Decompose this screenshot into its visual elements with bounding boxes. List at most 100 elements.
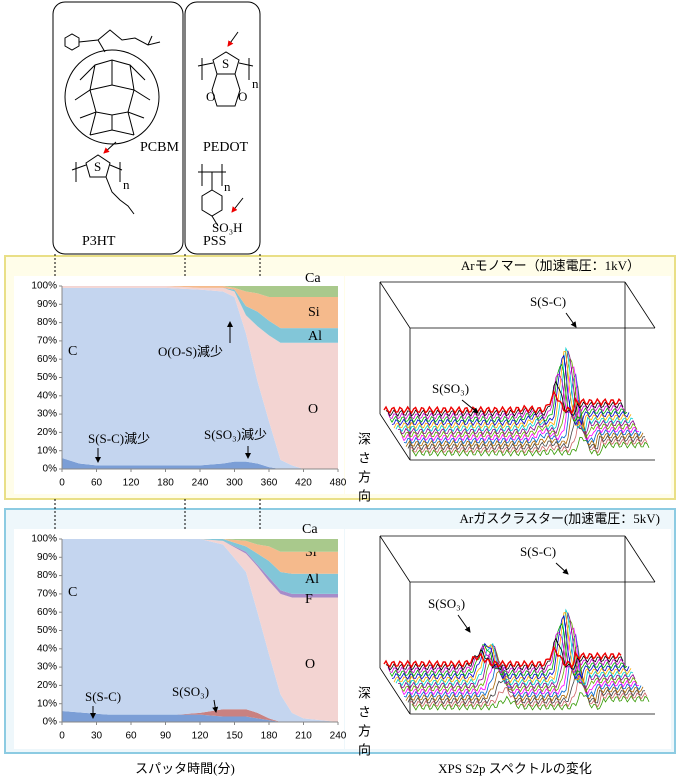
spectrum-trace [398, 612, 636, 690]
spectrum-trace [401, 366, 640, 442]
y-tick-label: 10% [37, 445, 57, 456]
y-tick-label: 20% [37, 427, 57, 438]
annotation: S(S-C)減少 [88, 431, 150, 446]
repeat-n: n [123, 177, 130, 192]
x-tick-label: 180 [157, 478, 174, 489]
spectrum-trace [411, 692, 650, 711]
y-tick-label: 70% [37, 336, 57, 347]
spectrum-trace [389, 363, 628, 424]
y-tick-label: 50% [37, 625, 57, 636]
spectrum [379, 535, 656, 715]
y-tick-label: 0% [43, 464, 58, 475]
x-tick-label: 0 [59, 731, 65, 742]
guides [54, 254, 261, 529]
spectrum-trace [409, 415, 648, 454]
area [62, 458, 338, 469]
spectrum-trace [393, 612, 632, 684]
area [62, 539, 338, 594]
y-tick-label: 80% [37, 570, 57, 581]
y-tick-label: 100% [31, 534, 57, 545]
x-tick-label: 480 [330, 478, 347, 489]
structures [52, 1, 261, 255]
label-pedot: PEDOT [203, 140, 249, 155]
x-tick-label: 120 [123, 478, 140, 489]
spectrum-trace [409, 673, 648, 708]
atom-o: O [238, 89, 247, 104]
y-tick-label: 30% [37, 662, 57, 673]
spectrum-trace [391, 614, 630, 681]
repeat-n: n [224, 179, 231, 194]
spectrum-label: S(SO₃) [428, 596, 465, 611]
spectrum [379, 281, 656, 461]
y-tick-label: 30% [37, 409, 57, 420]
area [62, 286, 338, 343]
label-pcbm: PCBM [140, 140, 179, 155]
area [62, 286, 338, 469]
annotation-arrow [212, 699, 219, 713]
spectrum-trace [407, 399, 646, 451]
x-tick-label: 0 [59, 478, 65, 489]
x-tick-label: 120 [192, 731, 209, 742]
sulfonic: SO₃H [212, 220, 243, 235]
panel-title: Arモノマー（加速電圧：1kV） [461, 258, 640, 273]
area [62, 286, 338, 329]
y-tick-label: 100% [31, 281, 57, 292]
spectrum-trace [399, 357, 638, 439]
x-tick-label: 180 [261, 731, 278, 742]
annotation: S(SO₃)減少 [204, 427, 267, 442]
annotation-arrow [555, 562, 569, 575]
series-label: Al [305, 572, 319, 587]
spectrum-trace [383, 645, 622, 669]
area [62, 539, 338, 574]
area [62, 286, 338, 297]
spectrum-trace [383, 389, 622, 415]
x-tick-label: 360 [261, 478, 278, 489]
area [62, 539, 338, 722]
spectrum-bg [345, 276, 671, 494]
x-tick-label: 90 [160, 731, 172, 742]
series-label: Al [308, 329, 322, 344]
repeat-n: n [252, 76, 259, 91]
spectrum-trace [398, 350, 636, 436]
depth-label: 深さ方向 [356, 432, 371, 508]
y-tick-label: 0% [43, 717, 58, 728]
annotation-arrow [565, 312, 577, 328]
y-tick-label: 40% [37, 390, 57, 401]
spectrum-trace [403, 373, 642, 445]
spectrum-trace [395, 608, 634, 687]
y-tick-label: 70% [37, 589, 57, 600]
series-label: F [305, 592, 313, 607]
y-tick-label: 60% [37, 354, 57, 365]
spectrum-trace [393, 351, 632, 430]
y-tick-label: 20% [37, 680, 57, 691]
series-label: O [308, 402, 318, 417]
x-tick-label: 30 [91, 731, 103, 742]
series-label: C [68, 344, 77, 359]
spectrum-frame [379, 667, 411, 715]
spectrum-trace [387, 373, 626, 420]
spectrum-trace [391, 354, 630, 427]
atom-o: O [206, 89, 215, 104]
spectrum-trace [389, 623, 628, 677]
x-tick-label: 210 [295, 731, 312, 742]
y-tick-label: 80% [37, 317, 57, 328]
annotation: O(O-S)減少 [158, 344, 223, 359]
annotation-arrow [457, 614, 471, 633]
y-tick-label: 40% [37, 643, 57, 654]
depth-label: 深さ方向 [356, 686, 371, 762]
y-tick-label: 90% [37, 299, 57, 310]
area [62, 711, 338, 722]
y-tick-label: 10% [37, 698, 57, 709]
caption: スパッタ時間(分) [135, 761, 235, 776]
area [62, 709, 338, 722]
label-p3ht: P3HT [82, 234, 116, 249]
spectrum-label: S(S-C) [530, 294, 566, 309]
x-tick-label: 60 [91, 478, 103, 489]
spectrum-frame [379, 281, 411, 329]
spectrum-trace [405, 645, 644, 702]
spectrum-trace [387, 631, 626, 674]
series-label: Ca [302, 522, 318, 537]
y-tick-label: 90% [37, 552, 57, 563]
spectrum-frame [379, 535, 411, 583]
spectrum-trace [407, 657, 646, 705]
